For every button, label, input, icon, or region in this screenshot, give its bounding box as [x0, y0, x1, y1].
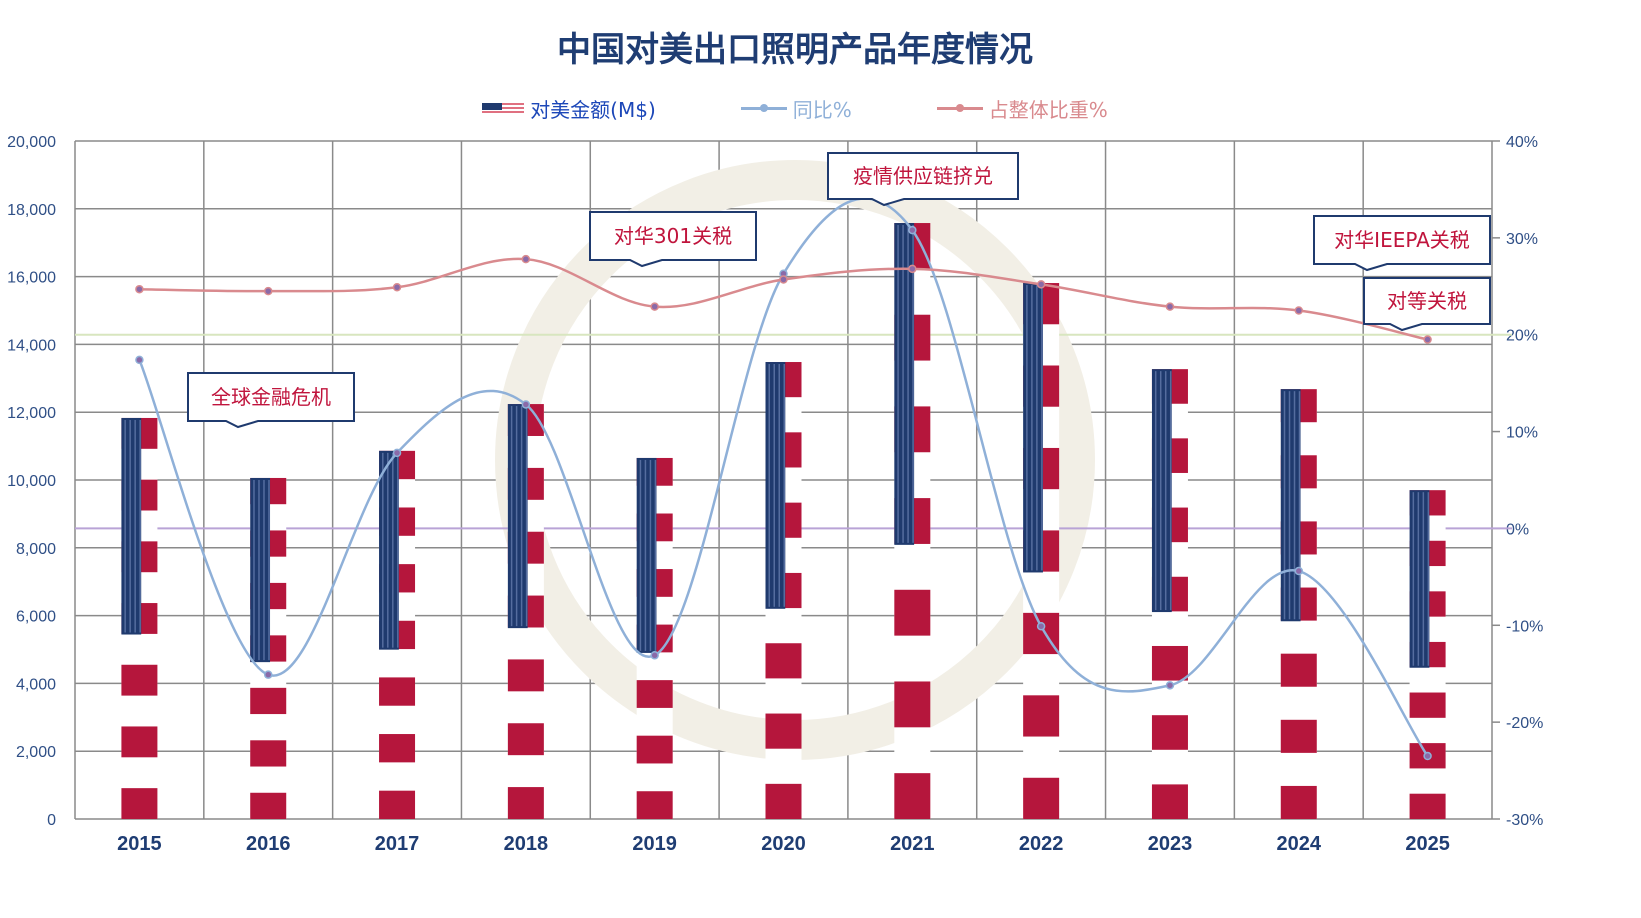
point-share [521, 254, 531, 264]
annotation-box [1313, 215, 1491, 272]
annotation-text: 对等关税 [1387, 289, 1467, 313]
y-tick-label-right: -30% [1506, 812, 1543, 829]
point-yoy [1036, 622, 1046, 631]
legend-label: 占整体比重% [988, 98, 1108, 122]
bar-2019 [636, 457, 673, 819]
point-yoy [1423, 751, 1432, 761]
y-tick-label-left: 18,000 [7, 202, 56, 219]
annotation-box [589, 211, 757, 268]
point-yoy [1294, 566, 1304, 576]
annotation-box [1363, 277, 1491, 332]
y-tick-label-right: -10% [1506, 618, 1543, 635]
point-share [263, 286, 273, 296]
bar-2022 [1023, 283, 1060, 819]
point-share [1423, 335, 1432, 344]
point-share [135, 284, 144, 294]
x-tick-label: 2020 [761, 833, 806, 855]
annotation-box [187, 372, 355, 429]
bar-2021 [894, 223, 931, 820]
bar-2015 [121, 417, 158, 819]
point-yoy [650, 651, 659, 660]
legend-item-amount: 对美金额(M$) [482, 94, 656, 123]
bar-2018 [507, 404, 544, 819]
flag-swatch-icon [482, 102, 525, 115]
point-yoy [521, 400, 531, 409]
y-tick-label-left: 16,000 [7, 270, 56, 287]
y-tick-label-left: 14,000 [7, 337, 56, 354]
point-share [650, 302, 659, 311]
point-share [392, 283, 402, 292]
line-swatch-icon [740, 104, 787, 112]
point-share [1294, 306, 1304, 315]
y-tick-label-right: 0% [1506, 521, 1529, 538]
x-tick-label: 2022 [1019, 833, 1064, 855]
annotation-text: 对华IEEPA关税 [1334, 228, 1470, 252]
point-yoy [263, 670, 273, 679]
x-tick-label: 2023 [1148, 833, 1193, 855]
x-tick-label: 2024 [1277, 833, 1322, 855]
x-tick-label: 2017 [375, 833, 420, 855]
y-tick-label-left: 20,000 [7, 134, 56, 151]
legend-label: 对美金额(M$) [530, 98, 656, 122]
y-tick-label-right: 40% [1506, 134, 1538, 151]
point-share [779, 275, 788, 284]
legend: 对美金额(M$) 同比% 占整体比重% [0, 94, 1590, 123]
x-tick-label: 2021 [890, 833, 935, 855]
chart-title: 中国对美出口照明产品年度情况 [557, 30, 1033, 70]
annotation-text: 疫情供应链挤兑 [853, 164, 993, 188]
bar-2023 [1151, 369, 1188, 819]
bar-2020 [765, 362, 802, 819]
annotation-text: 对华301关税 [614, 224, 732, 248]
y-tick-label-left: 8,000 [16, 541, 56, 558]
y-tick-label-left: 12,000 [7, 405, 56, 422]
x-tick-label: 2018 [504, 833, 549, 855]
bar-2017 [379, 450, 416, 819]
y-tick-label-right: 10% [1506, 425, 1538, 442]
annotation-box [827, 152, 1019, 207]
x-tick-label: 2016 [246, 833, 291, 855]
legend-item-yoy: 同比% [740, 94, 852, 123]
y-tick-label-left: 6,000 [16, 609, 56, 626]
point-yoy [1165, 681, 1175, 690]
x-tick-label: 2025 [1405, 833, 1450, 855]
y-tick-label-left: 0 [47, 812, 56, 829]
line-swatch-icon [936, 104, 983, 112]
y-tick-label-right: -20% [1506, 715, 1543, 732]
point-share [1036, 280, 1046, 289]
y-tick-label-right: 30% [1506, 231, 1538, 248]
line-yoy [138, 197, 1429, 757]
point-yoy [135, 355, 144, 365]
point-share [908, 264, 917, 274]
bar-2024 [1280, 389, 1317, 819]
point-yoy [908, 225, 917, 235]
bar-2016 [250, 477, 287, 819]
x-tick-label: 2019 [632, 833, 677, 855]
x-tick-label: 2015 [117, 833, 162, 855]
y-tick-label-right: 20% [1506, 328, 1538, 345]
bar-2025 [1409, 490, 1446, 819]
legend-label: 同比% [792, 98, 852, 122]
y-tick-label-left: 4,000 [16, 676, 56, 693]
point-share [1165, 302, 1175, 311]
y-tick-label-left: 2,000 [16, 744, 56, 761]
point-yoy [392, 448, 402, 458]
legend-item-share: 占整体比重% [936, 94, 1108, 123]
annotation-text: 全球金融危机 [211, 385, 331, 409]
y-tick-label-left: 10,000 [7, 473, 56, 490]
